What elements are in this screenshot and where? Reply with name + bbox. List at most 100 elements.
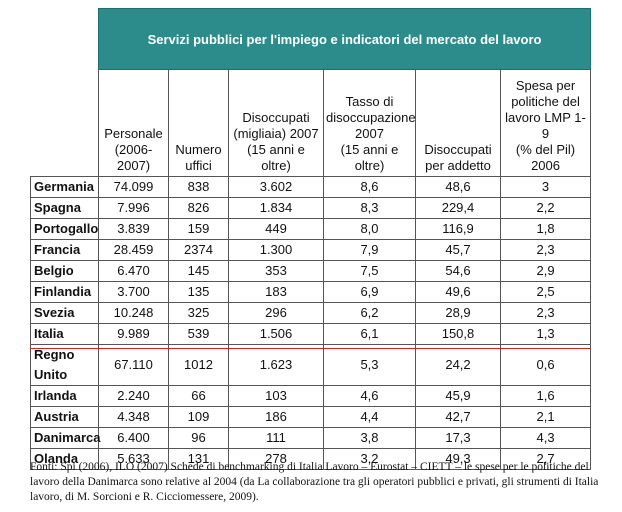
column-header: Numero uffici	[168, 69, 229, 177]
value-cell: 49,3	[415, 448, 501, 470]
value-cell: 2,9	[499, 260, 592, 282]
value-cell: 24,2	[415, 344, 501, 386]
value-cell: 3.700	[98, 281, 169, 303]
column-header: Disoccupati per addetto	[415, 69, 501, 177]
value-cell: 6,1	[323, 323, 416, 345]
value-cell: 838	[168, 176, 229, 198]
value-cell: 186	[228, 406, 324, 428]
value-cell: 159	[168, 218, 229, 240]
value-cell: 2,2	[499, 197, 592, 219]
column-header: Personale (2006-2007)	[98, 69, 169, 177]
column-header-line: Disoccupati	[424, 142, 492, 157]
column-header-line: Spesa per	[515, 78, 576, 93]
country-cell: Svezia	[30, 302, 99, 324]
value-cell: 131	[168, 448, 229, 470]
value-cell: 0,6	[499, 344, 592, 386]
country-cell: Germania	[30, 176, 99, 198]
value-cell: 42,7	[415, 406, 501, 428]
table-row: Austria 4.348 109 186 4,4 42,7 2,1	[30, 406, 592, 428]
value-cell: 2,1	[499, 406, 592, 428]
value-cell: 1.506	[228, 323, 324, 345]
value-cell: 1.834	[228, 197, 324, 219]
value-cell: 135	[168, 281, 229, 303]
value-cell: 10.248	[98, 302, 169, 324]
value-cell: 67.110	[98, 344, 169, 386]
value-cell: 7,9	[323, 239, 416, 261]
country-cell: Danimarca	[30, 427, 100, 449]
table-row: Olanda 5.633 131 278 3,2 49,3 2,7	[30, 448, 592, 470]
value-cell: 229,4	[415, 197, 501, 219]
value-cell: 17,3	[415, 427, 501, 449]
value-cell: 1,3	[499, 323, 592, 345]
value-cell: 8,3	[323, 197, 416, 219]
value-cell: 8,6	[323, 176, 416, 198]
column-header-line: 2006	[531, 158, 560, 173]
header-corner	[30, 69, 99, 177]
column-header-line: Tasso di	[345, 94, 394, 109]
highlight-rule	[30, 348, 590, 349]
country-cell: Irlanda	[30, 385, 99, 407]
country-cell: Italia	[30, 323, 99, 345]
value-cell: 145	[168, 260, 229, 282]
value-cell: 1.623	[228, 344, 324, 386]
value-cell: 1,6	[499, 385, 592, 407]
value-cell: 8,0	[323, 218, 416, 240]
value-cell: 4,3	[499, 427, 592, 449]
value-cell: 1012	[168, 344, 229, 386]
value-cell: 2,3	[499, 239, 592, 261]
country-cell: Finlandia	[30, 281, 99, 303]
column-header-line: per addetto	[425, 158, 491, 173]
country-cell: Portogallo	[30, 218, 99, 240]
value-cell: 150,8	[415, 323, 501, 345]
country-cell: Olanda	[30, 448, 99, 470]
table-title: Servizi pubblici per l'impiego e indicat…	[97, 8, 592, 70]
column-header-line: (2006-2007)	[114, 142, 153, 173]
column-header-line: (% del Pil)	[515, 142, 576, 157]
value-cell: 539	[168, 323, 229, 345]
table-row: Irlanda 2.240 66 103 4,6 45,9 1,6	[30, 385, 592, 407]
value-cell: 66	[168, 385, 229, 407]
value-cell: 6,2	[323, 302, 416, 324]
value-cell: 45,9	[415, 385, 501, 407]
table-row: Portogallo 3.839 159 449 8,0 116,9 1,8	[30, 218, 592, 240]
value-cell: 103	[228, 385, 324, 407]
value-cell: 54,6	[415, 260, 501, 282]
value-cell: 2374	[168, 239, 229, 261]
value-cell: 2.240	[98, 385, 169, 407]
value-cell: 826	[168, 197, 229, 219]
column-header-line: (15 anni e oltre)	[247, 142, 305, 173]
column-header-line: (15 anni e oltre)	[340, 142, 399, 173]
value-cell: 4,4	[323, 406, 416, 428]
column-header-line: uffici	[185, 158, 212, 173]
table-row: Finlandia 3.700 135 183 6,9 49,6 2,5	[30, 281, 592, 303]
value-cell: 9.989	[98, 323, 169, 345]
country-cell: Spagna	[30, 197, 99, 219]
value-cell: 116,9	[415, 218, 501, 240]
value-cell: 49,6	[415, 281, 501, 303]
value-cell: 2,7	[499, 448, 592, 470]
value-cell: 6.470	[98, 260, 169, 282]
value-cell: 96	[168, 427, 229, 449]
table-body: Germania 74.099 838 3.602 8,6 48,6 3 Spagna 7.99…	[30, 176, 592, 470]
value-cell: 183	[228, 281, 324, 303]
value-cell: 2,3	[499, 302, 592, 324]
value-cell: 296	[228, 302, 324, 324]
value-cell: 278	[228, 448, 324, 470]
table-row: Spagna 7.996 826 1.834 8,3 229,4 2,2	[30, 197, 592, 219]
value-cell: 3.602	[228, 176, 324, 198]
table-row: Germania 74.099 838 3.602 8,6 48,6 3	[30, 176, 592, 198]
table-row: Italia 9.989 539 1.506 6,1 150,8 1,3	[30, 323, 592, 345]
table-row: Danimarca 6.400 96 111 3,8 17,3 4,3	[30, 427, 592, 449]
value-cell: 28.459	[98, 239, 169, 261]
value-cell: 74.099	[98, 176, 169, 198]
column-header-line: 2007	[355, 126, 384, 141]
value-cell: 3.839	[98, 218, 169, 240]
country-cell: Austria	[30, 406, 99, 428]
value-cell: 5,3	[323, 344, 416, 386]
value-cell: 111	[228, 427, 324, 449]
column-header-line: Numero	[175, 142, 222, 157]
labour-market-table: Servizi pubblici per l'impiego e indicat…	[30, 8, 592, 470]
table-row: Belgio 6.470 145 353 7,5 54,6 2,9	[30, 260, 592, 282]
column-header-line: politiche del	[511, 94, 580, 109]
value-cell: 28,9	[415, 302, 501, 324]
